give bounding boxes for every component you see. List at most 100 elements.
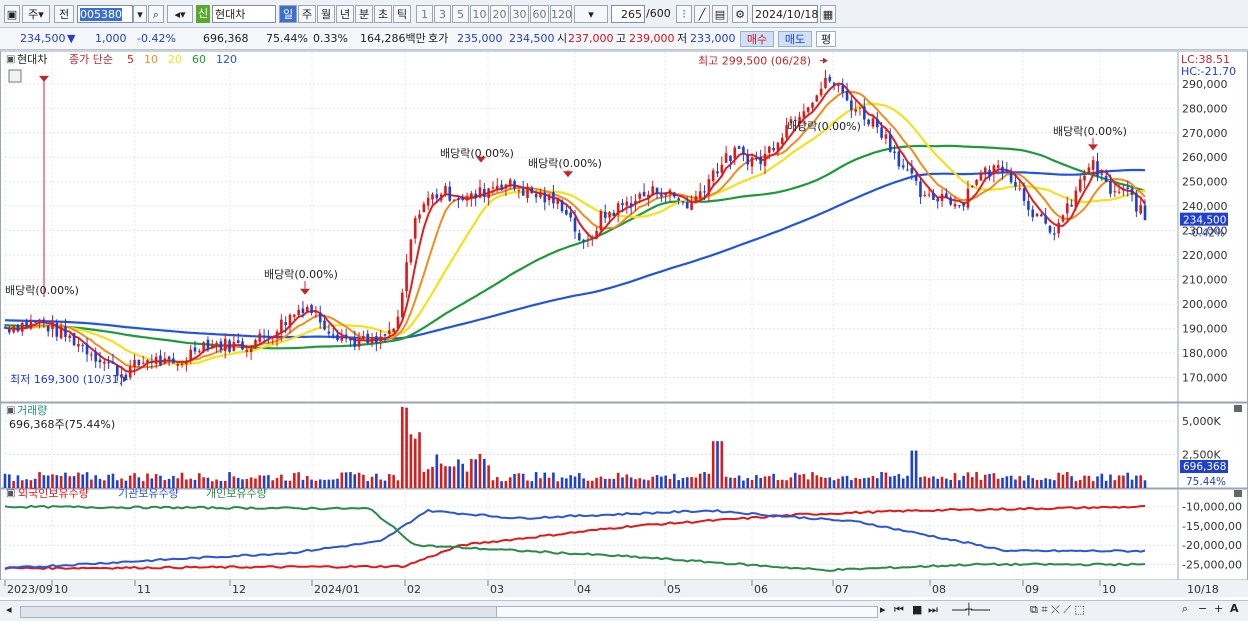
candle-body — [366, 333, 370, 343]
sell-button[interactable]: 매도 — [778, 31, 812, 47]
tool-icons[interactable]: ⧉ ⌗ ⤬ ⟋ ⬚ — [1030, 603, 1085, 616]
dividend-label: 배당락(0.00%) — [5, 284, 79, 297]
candle-body — [750, 157, 754, 167]
candle-body — [46, 325, 50, 332]
period-tab-1[interactable]: 주 — [298, 5, 316, 23]
bottom-scrollbar[interactable]: ◂ ▸ ⏮ ■ ⏭ ⎯⎯⎯┼⎯⎯⎯⎯ ⧉ ⌗ ⤬ ⟋ ⬚ ⌕ − + A — [0, 600, 1248, 621]
scroll-left-icon[interactable]: ◂ — [6, 603, 12, 616]
candle-body — [1057, 222, 1060, 234]
draw-tool-icon[interactable]: ╱ — [694, 5, 710, 23]
candle-body — [3, 327, 7, 329]
interval-tab-60[interactable]: 60 — [530, 5, 549, 23]
period-tab-4[interactable]: 분 — [355, 5, 373, 23]
candle-body — [340, 336, 344, 341]
date-input[interactable]: 2024/10/18 — [752, 5, 818, 23]
interval-dropdown[interactable]: ▾ — [574, 5, 608, 23]
candle-body — [590, 238, 594, 240]
period-tab-6[interactable]: 틱 — [393, 5, 411, 23]
stock-code-input[interactable]: 005380 — [77, 5, 133, 23]
candle-body — [707, 179, 711, 195]
count-input[interactable]: 265 — [611, 5, 645, 23]
volume-bar — [863, 478, 866, 488]
layout-icon[interactable]: ▣ — [4, 5, 20, 23]
chart-area[interactable]: ▣ 현대차 종가 단순 5 10 20 60 120 LC:38.51HC:-21.70234,… — [0, 50, 1248, 600]
volume-bar — [107, 474, 110, 488]
period-tab-0[interactable]: 일 — [279, 5, 297, 23]
volume-bar — [64, 472, 67, 488]
buy-button[interactable]: 매수 — [740, 31, 774, 47]
zoom-slider[interactable]: ⎯⎯⎯┼⎯⎯⎯⎯ — [952, 603, 990, 616]
candle-body — [133, 360, 136, 368]
candle-body — [958, 205, 961, 207]
candle-body — [470, 193, 473, 199]
stop-icon[interactable]: ■ — [912, 603, 923, 616]
price-tick-label: 180,000 — [1182, 347, 1228, 360]
code-dropdown-icon[interactable]: ▾ — [133, 5, 147, 23]
period-tab-3[interactable]: 년 — [336, 5, 354, 23]
volume-bar — [1048, 479, 1052, 488]
time-tick-label: 10/18 — [1187, 583, 1219, 596]
interval-tab-20[interactable]: 20 — [490, 5, 509, 23]
volume-bar — [1109, 474, 1112, 488]
holdings-lines — [4, 504, 1146, 572]
zoom-in-icon[interactable]: + — [1214, 602, 1224, 615]
volume-bar — [703, 472, 706, 488]
interval-tab-5[interactable]: 5 — [452, 5, 469, 23]
candle-body — [668, 190, 672, 194]
volume-bar — [668, 479, 672, 488]
interval-tab-3[interactable]: 3 — [434, 5, 451, 23]
period-tab-5[interactable]: 초 — [374, 5, 392, 23]
volume-bar — [655, 475, 659, 488]
mode-select-2[interactable]: 전 — [54, 5, 74, 23]
rewind-icon[interactable]: ⏮ — [894, 603, 904, 616]
print-icon[interactable]: ▤ — [712, 5, 728, 23]
gear-icon[interactable]: ⚙ — [732, 5, 748, 23]
dividend-label: 배당락(0.00%) — [1053, 125, 1127, 138]
high-arrow-head — [823, 57, 828, 64]
font-size-icon[interactable]: A — [1230, 602, 1239, 615]
volume-bar — [789, 477, 793, 488]
fast-forward-icon[interactable]: ⏭ — [928, 603, 938, 616]
interval-tab-120[interactable]: 120 — [550, 5, 572, 23]
volume-bar — [806, 479, 810, 488]
volume-bar — [1065, 472, 1069, 488]
interval-tab-30[interactable]: 30 — [510, 5, 529, 23]
candle-body — [988, 170, 991, 177]
candle-body — [1070, 204, 1073, 207]
candle-body — [305, 307, 309, 312]
volume-bar — [262, 475, 266, 488]
high-note: 최고 299,500 (06/28) — [698, 55, 811, 68]
candle-body — [68, 335, 72, 339]
candle-body — [51, 322, 54, 330]
period-tab-2[interactable]: 월 — [317, 5, 335, 23]
bid-price: 234,500 — [509, 32, 555, 45]
scroll-right-icon[interactable]: ▸ — [880, 603, 886, 616]
volume-bar — [25, 479, 28, 488]
low-arrow-head — [123, 376, 128, 383]
volume-bar — [569, 475, 572, 488]
volume-bar — [483, 458, 486, 488]
stock-name-field[interactable]: 현대차 — [212, 5, 276, 23]
zoom-icon[interactable]: ⌕ — [1182, 602, 1189, 615]
speaker-icon[interactable]: ◂▾ — [167, 5, 193, 23]
volume-panel-border — [0, 402, 1248, 489]
candle-body — [565, 210, 568, 215]
volume-bar — [1057, 472, 1060, 488]
volume-bar — [349, 472, 352, 488]
search-icon[interactable]: ⌕ — [148, 5, 164, 23]
mode-select-1[interactable]: 주▾ — [22, 5, 50, 23]
volume-bar — [966, 472, 970, 488]
scroll-thumb[interactable] — [496, 606, 878, 618]
volume-bar — [452, 466, 456, 488]
candle-body — [379, 336, 382, 342]
interval-tab-1[interactable]: 1 — [416, 5, 433, 23]
calendar-icon[interactable]: ▦ — [820, 5, 836, 23]
flat-button[interactable]: 평 — [816, 31, 836, 47]
scroll-track[interactable] — [20, 606, 498, 618]
interval-tab-10[interactable]: 10 — [470, 5, 489, 23]
candle-body — [219, 341, 223, 350]
candle-body — [375, 336, 378, 344]
zoom-out-icon[interactable]: − — [1198, 602, 1208, 615]
candle-icon[interactable]: ⫶ — [676, 5, 692, 23]
candle-body — [357, 339, 361, 347]
